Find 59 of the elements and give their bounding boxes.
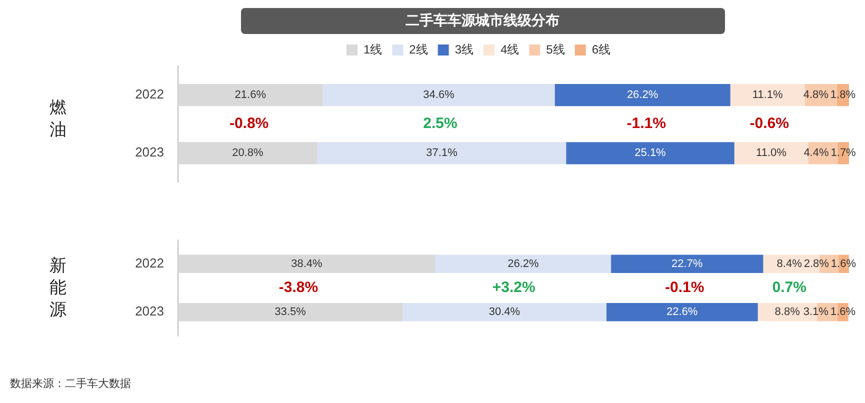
- y-tick-label: 2022: [135, 255, 164, 270]
- bar: [317, 142, 566, 164]
- bar: [730, 84, 805, 106]
- bar: [606, 302, 758, 322]
- data-label: 33.5%: [274, 306, 306, 318]
- legend-label: 5线: [546, 42, 565, 56]
- bar: [566, 142, 734, 164]
- legend-label: 6线: [592, 42, 611, 56]
- data-label: 2.8%: [804, 258, 830, 270]
- annotation: -0.6%: [750, 115, 789, 132]
- data-label: 4.4%: [804, 147, 829, 160]
- data-label: 37.1%: [426, 147, 458, 160]
- annotation: -0.1%: [665, 279, 704, 296]
- annotation: -0.8%: [229, 115, 269, 132]
- data-label: 26.2%: [508, 258, 540, 270]
- data-label: 21.6%: [234, 89, 266, 102]
- bar: [402, 302, 606, 322]
- y-tick-label: 2022: [135, 86, 164, 102]
- data-label: 1.6%: [830, 306, 856, 318]
- data-label: 25.1%: [634, 147, 666, 160]
- chart-title: 二手车车源城市线级分布: [240, 8, 724, 34]
- annotation: -1.1%: [626, 115, 666, 132]
- data-label: 4.8%: [803, 89, 829, 102]
- data-label: 30.4%: [488, 306, 520, 318]
- data-label: 26.2%: [626, 89, 658, 102]
- source-note: 数据来源：二手车大数据: [10, 377, 132, 391]
- data-label: 38.4%: [291, 258, 323, 270]
- data-label: 34.6%: [423, 89, 455, 102]
- bar: [178, 84, 323, 106]
- bar: [435, 254, 612, 274]
- y-tick-label: 2023: [135, 144, 164, 160]
- annotation: +3.2%: [492, 279, 536, 296]
- data-label: 22.6%: [666, 306, 698, 318]
- annotation: 2.5%: [423, 115, 458, 132]
- legend-label: 1线: [363, 42, 382, 56]
- y-tick-label: 2023: [135, 304, 164, 319]
- data-label: 22.7%: [672, 258, 703, 270]
- data-label: 8.4%: [776, 258, 802, 270]
- data-label: 11.1%: [752, 89, 783, 102]
- bar: [178, 254, 436, 274]
- bar: [178, 302, 403, 322]
- legend-label: 2线: [409, 42, 428, 56]
- data-label: 1.7%: [830, 147, 856, 160]
- annotation: -3.8%: [278, 279, 318, 296]
- data-label: 3.1%: [803, 306, 829, 318]
- bar: [178, 142, 318, 164]
- legend-label: 3线: [454, 42, 474, 56]
- legend-label: 4线: [500, 42, 520, 56]
- y-axis-title: 燃油: [50, 97, 66, 141]
- y-axis-title: 新能源: [50, 255, 66, 321]
- annotation: 0.7%: [772, 279, 806, 296]
- bar: [322, 84, 555, 106]
- data-label: 1.6%: [830, 258, 856, 270]
- data-label: 20.8%: [232, 147, 264, 160]
- bar: [611, 254, 764, 274]
- data-label: 8.8%: [774, 306, 800, 318]
- bar: [554, 84, 730, 106]
- data-label: 11.0%: [756, 147, 787, 160]
- data-label: 1.8%: [830, 89, 856, 102]
